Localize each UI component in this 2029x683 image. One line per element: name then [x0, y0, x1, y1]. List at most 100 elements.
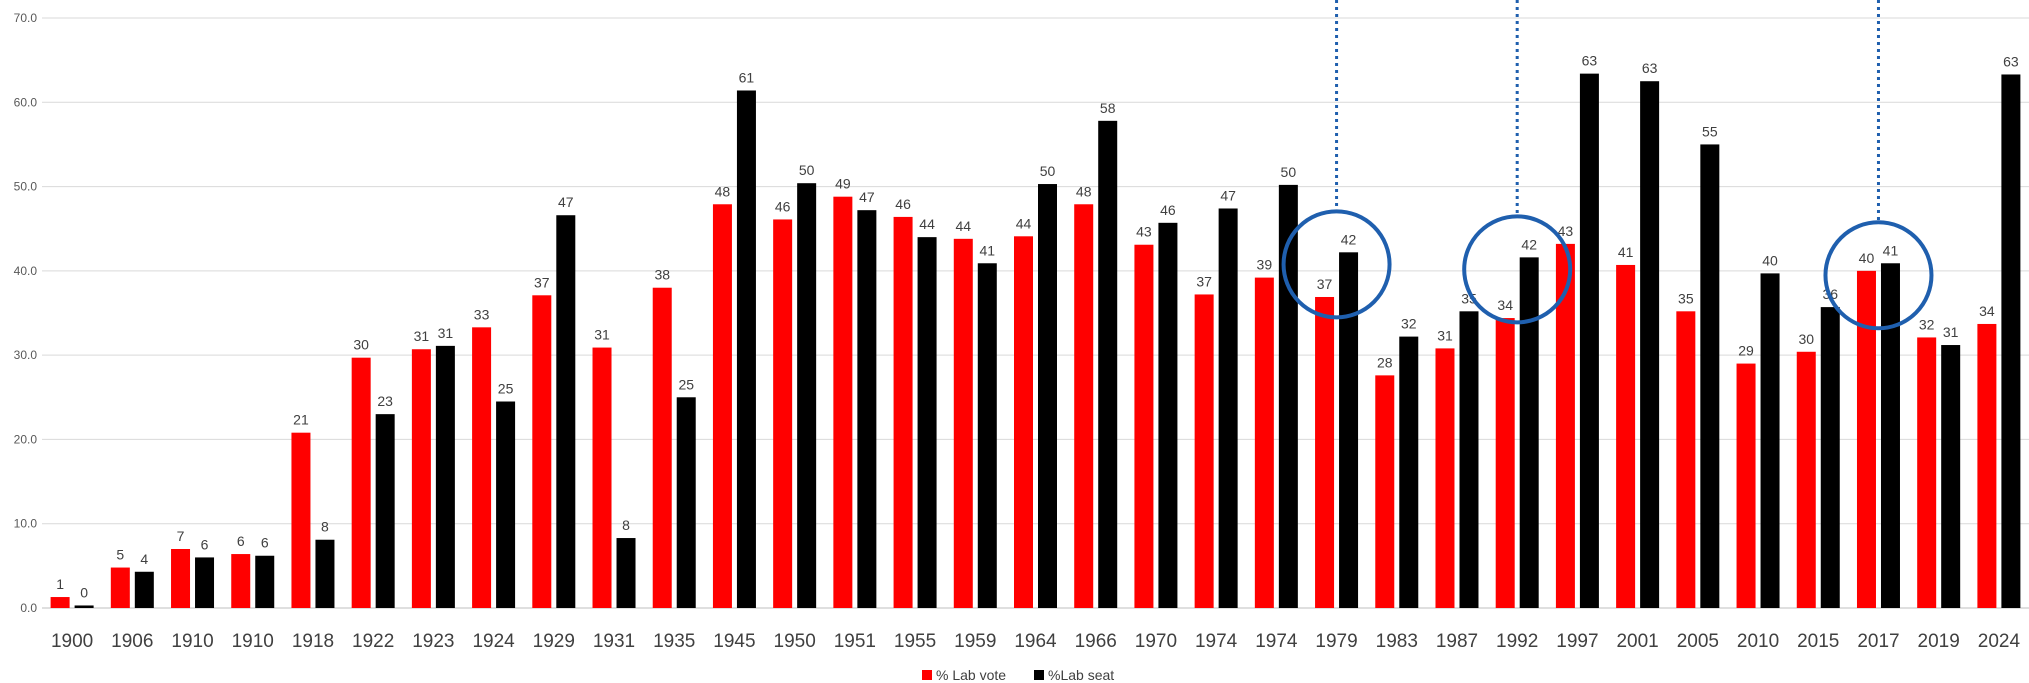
x-tick-label: 1983 — [1376, 631, 1418, 652]
data-label-lab-seat: 8 — [321, 519, 329, 535]
bar-lab-vote — [1917, 337, 1937, 608]
annotations — [1281, 0, 1934, 331]
data-label-lab-seat: 63 — [1582, 53, 1598, 69]
y-tick-label: 60.0 — [14, 95, 38, 109]
x-tick-label: 2019 — [1918, 631, 1960, 652]
highlight-circle — [1281, 209, 1392, 320]
bar-lab-vote — [1014, 236, 1033, 609]
bar-lab-seat — [195, 557, 215, 608]
bar-lab-vote — [231, 554, 251, 608]
legend-swatch-lab-vote — [922, 670, 932, 680]
data-label-lab-vote: 28 — [1377, 354, 1393, 370]
data-label-lab-vote: 41 — [1618, 244, 1634, 260]
x-tick-label: 1929 — [533, 631, 575, 652]
data-label-lab-vote: 34 — [1497, 297, 1513, 313]
bar-lab-vote — [1736, 363, 1756, 608]
bar-lab-seat — [1399, 336, 1419, 608]
y-tick-label: 70.0 — [14, 11, 38, 25]
data-label-lab-vote: 34 — [1979, 303, 1995, 319]
bar-lab-seat — [134, 571, 154, 608]
x-tick-label: 1974 — [1255, 631, 1298, 652]
x-tick-label: 2015 — [1797, 631, 1839, 652]
bar-lab-vote — [1495, 318, 1515, 608]
x-tick-label: 1951 — [834, 631, 876, 652]
x-tick-label: 2005 — [1677, 631, 1719, 652]
data-label-lab-vote: 32 — [1919, 316, 1935, 332]
data-label-lab-vote: 43 — [1558, 223, 1574, 239]
data-label-lab-seat: 47 — [859, 189, 875, 205]
data-label-lab-seat: 46 — [1160, 202, 1176, 218]
x-tick-label: 1918 — [292, 631, 334, 652]
bar-lab-seat — [1579, 73, 1599, 609]
x-tick-label: 1906 — [111, 631, 153, 652]
bar-lab-seat — [435, 345, 455, 608]
data-label-lab-vote: 5 — [116, 547, 124, 563]
data-label-lab-vote: 31 — [1437, 327, 1453, 343]
x-tick-label: 1931 — [593, 631, 635, 652]
data-label-lab-vote: 39 — [1257, 257, 1273, 273]
x-tick-label: 1924 — [472, 631, 515, 652]
data-label-lab-vote: 43 — [1136, 224, 1152, 240]
bar-lab-vote — [893, 216, 913, 608]
bar-lab-seat — [616, 538, 636, 608]
x-tick-label: 1997 — [1556, 631, 1598, 652]
bar-lab-seat — [676, 397, 696, 608]
data-label-lab-vote: 38 — [654, 267, 670, 283]
bar-lab-seat — [977, 263, 997, 608]
data-label-lab-vote: 40 — [1859, 250, 1875, 266]
y-axis-tick-labels: 0.0 10.0 20.0 30.0 40.0 50.0 60.0 70.0 — [14, 11, 38, 615]
x-tick-label: 1987 — [1436, 631, 1478, 652]
bar-lab-vote — [652, 287, 672, 608]
data-label-lab-seat: 55 — [1702, 123, 1718, 139]
bar-lab-seat — [1158, 222, 1178, 609]
bar-lab-seat — [1700, 144, 1720, 608]
legend-label-lab-vote: % Lab vote — [936, 667, 1006, 683]
x-tick-label: 2010 — [1737, 631, 1779, 652]
x-tick-label: 2024 — [1978, 631, 2021, 652]
bars — [50, 73, 2021, 609]
bar-lab-vote — [291, 432, 311, 608]
bar-lab-seat — [1038, 184, 1057, 609]
y-tick-label: 30.0 — [14, 348, 38, 362]
bar-lab-vote — [1194, 294, 1214, 608]
bar-lab-vote — [1616, 264, 1636, 608]
y-tick-label: 10.0 — [14, 517, 38, 531]
data-label-lab-seat: 47 — [1220, 187, 1236, 203]
bar-lab-vote — [1254, 277, 1274, 608]
x-tick-label: 1974 — [1195, 631, 1238, 652]
legend-swatch-lab-seat — [1034, 670, 1044, 680]
x-tick-label: 1955 — [894, 631, 936, 652]
data-label-lab-vote: 31 — [414, 328, 430, 344]
data-label-lab-seat: 50 — [1281, 164, 1297, 180]
bar-lab-seat — [1760, 273, 1780, 608]
data-label-lab-seat: 25 — [678, 376, 694, 392]
bar-lab-vote — [532, 295, 552, 608]
data-label-lab-seat: 58 — [1100, 100, 1116, 116]
x-tick-label: 1950 — [774, 631, 816, 652]
data-label-lab-vote: 7 — [177, 528, 185, 544]
bar-lab-seat — [1519, 257, 1539, 608]
data-label-lab-vote: 30 — [1798, 331, 1814, 347]
data-label-lab-vote: 37 — [1317, 276, 1333, 292]
data-label-lab-vote: 46 — [775, 198, 791, 214]
bar-lab-seat — [1339, 252, 1359, 609]
data-label-lab-seat: 4 — [140, 551, 148, 567]
x-tick-label: 1922 — [352, 631, 394, 652]
bar-lab-seat — [556, 215, 576, 608]
bar-lab-vote — [773, 219, 793, 608]
bar-lab-seat — [255, 555, 275, 608]
y-tick-label: 40.0 — [14, 264, 38, 278]
x-tick-label: 2017 — [1857, 631, 1899, 652]
x-tick-label: 1970 — [1135, 631, 1177, 652]
data-label-lab-vote: 37 — [534, 274, 550, 290]
data-label-lab-seat: 42 — [1521, 236, 1537, 252]
data-label-lab-seat: 6 — [261, 535, 269, 551]
bar-lab-seat — [917, 237, 937, 608]
bar-lab-vote — [953, 238, 973, 609]
bar-lab-vote — [1375, 375, 1395, 608]
data-label-lab-vote: 30 — [353, 337, 369, 353]
bar-lab-seat — [1640, 81, 1660, 608]
data-label-lab-vote: 31 — [594, 327, 610, 343]
bar-lab-seat — [1880, 263, 1900, 608]
data-label-lab-seat: 42 — [1341, 231, 1357, 247]
